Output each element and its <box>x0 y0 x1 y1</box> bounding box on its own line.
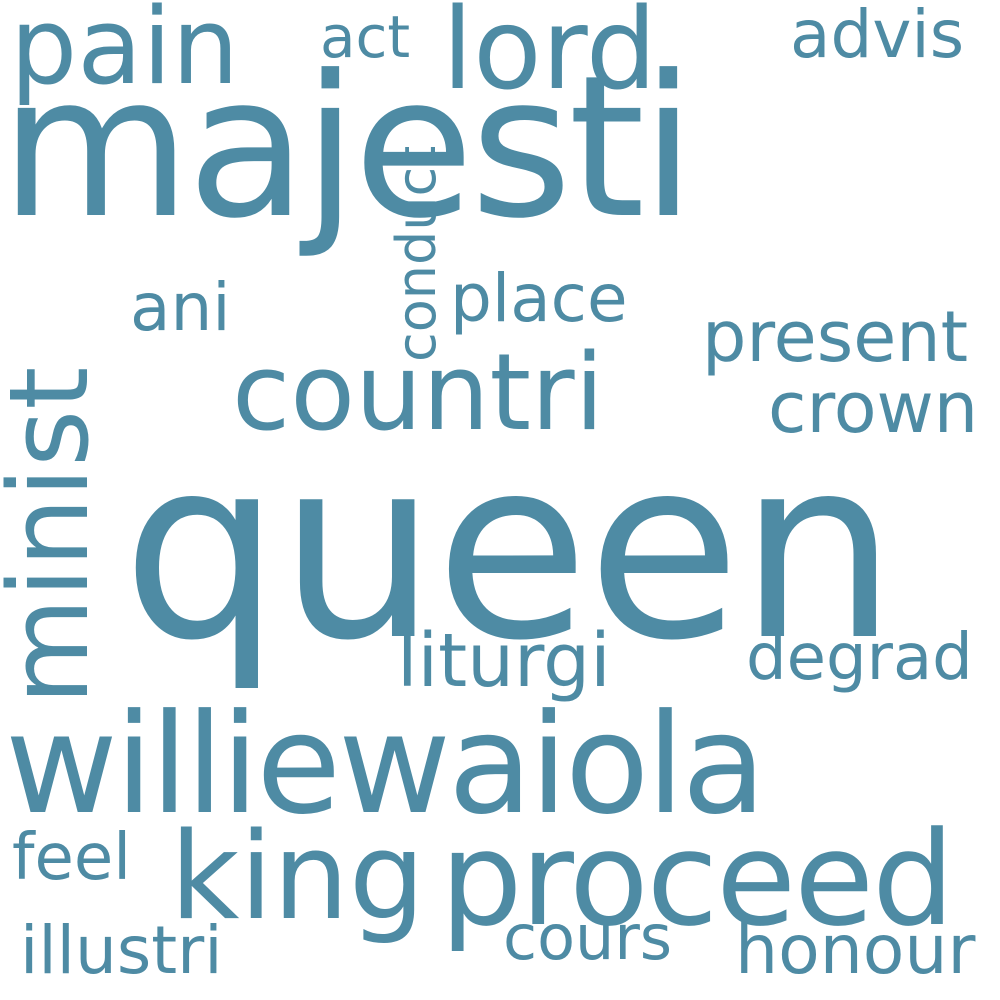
word-liturgi: liturgi <box>397 618 611 704</box>
word-queen: queen <box>122 404 897 695</box>
word-crown: crown <box>768 367 979 449</box>
word-lord: lord <box>442 0 657 115</box>
word-feel: feel <box>12 821 132 895</box>
word-honour: honour <box>735 911 976 990</box>
word-cours: cours <box>503 901 673 974</box>
word-ani: ani <box>130 269 231 346</box>
word-countri: countri <box>232 331 605 454</box>
word-majesti: majesti <box>0 34 695 262</box>
word-minist: minist <box>0 366 113 705</box>
word-advis: advis <box>790 0 965 73</box>
word-williewaiola: williewaiola <box>5 684 766 845</box>
word-conduct: conduct <box>385 145 448 362</box>
word-act: act <box>320 3 411 71</box>
word-proceed: proceed <box>440 803 955 955</box>
word-degrad: degrad <box>746 621 973 695</box>
word-king: king <box>170 808 426 947</box>
word-place: place <box>450 260 628 337</box>
word-present: present <box>702 296 969 378</box>
word-pain: pain <box>10 0 239 108</box>
word-illustri: illustri <box>20 912 223 989</box>
